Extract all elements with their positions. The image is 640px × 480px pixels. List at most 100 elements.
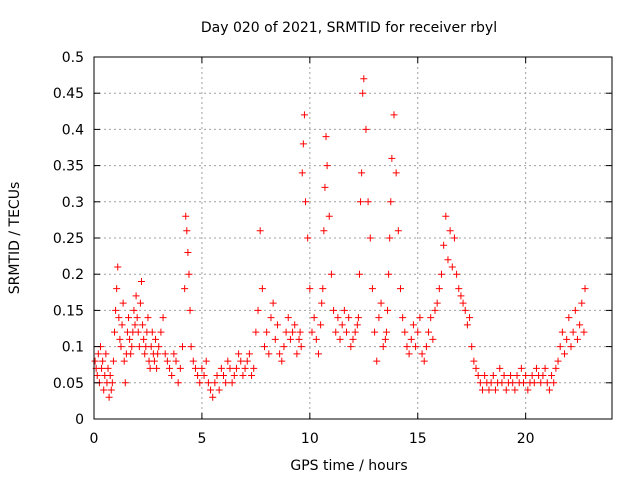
data-point bbox=[522, 372, 530, 380]
data-point bbox=[211, 379, 219, 387]
data-point bbox=[466, 314, 474, 322]
data-point bbox=[306, 285, 314, 293]
data-point bbox=[384, 306, 392, 314]
data-point bbox=[312, 335, 320, 343]
data-point bbox=[207, 386, 215, 394]
data-point bbox=[476, 379, 484, 387]
data-point bbox=[256, 227, 264, 235]
data-point bbox=[334, 314, 342, 322]
data-point bbox=[106, 372, 114, 380]
data-point bbox=[377, 299, 385, 307]
data-point bbox=[115, 314, 123, 322]
data-point bbox=[463, 321, 471, 329]
data-point bbox=[282, 328, 290, 336]
data-point bbox=[263, 328, 271, 336]
data-point bbox=[524, 386, 532, 394]
data-point bbox=[392, 169, 400, 177]
data-point bbox=[437, 270, 445, 278]
data-point bbox=[502, 386, 510, 394]
data-point bbox=[245, 350, 253, 358]
data-point bbox=[181, 285, 189, 293]
data-point bbox=[194, 372, 202, 380]
data-point bbox=[366, 234, 374, 242]
data-point bbox=[459, 299, 467, 307]
data-point bbox=[396, 285, 404, 293]
data-point bbox=[509, 379, 517, 387]
data-point bbox=[168, 372, 176, 380]
data-point bbox=[382, 328, 390, 336]
x-tick-labels: 0 5 10 15 20 bbox=[90, 431, 535, 447]
data-point bbox=[323, 162, 331, 170]
chart-title: Day 020 of 2021, SRMTID for receiver rby… bbox=[201, 20, 497, 36]
y-tick-label: 0.25 bbox=[53, 231, 84, 247]
data-point bbox=[226, 364, 234, 372]
data-point bbox=[141, 350, 149, 358]
data-point bbox=[330, 306, 338, 314]
y-tick-label: 0.15 bbox=[53, 303, 84, 319]
data-point bbox=[127, 350, 135, 358]
data-point bbox=[360, 75, 368, 83]
data-point bbox=[537, 379, 545, 387]
data-point bbox=[435, 285, 443, 293]
data-point bbox=[576, 321, 584, 329]
x-tick-label: 20 bbox=[517, 431, 535, 447]
data-point bbox=[250, 364, 258, 372]
data-point bbox=[102, 350, 110, 358]
data-point bbox=[189, 357, 197, 365]
data-point bbox=[166, 364, 174, 372]
data-point bbox=[371, 328, 379, 336]
data-point bbox=[202, 357, 210, 365]
data-point bbox=[343, 328, 351, 336]
data-point bbox=[322, 133, 330, 141]
y-tick-label: 0.5 bbox=[62, 50, 84, 66]
data-point bbox=[111, 328, 119, 336]
data-point bbox=[358, 169, 366, 177]
data-point bbox=[139, 321, 147, 329]
data-point bbox=[561, 350, 569, 358]
data-point bbox=[558, 328, 566, 336]
data-point bbox=[418, 350, 426, 358]
data-point bbox=[196, 379, 204, 387]
data-point bbox=[563, 335, 571, 343]
data-point bbox=[532, 364, 540, 372]
data-point bbox=[332, 328, 340, 336]
data-point bbox=[364, 198, 372, 206]
data-point bbox=[545, 386, 553, 394]
data-point bbox=[163, 357, 171, 365]
x-tick-label: 0 bbox=[90, 431, 99, 447]
data-points bbox=[91, 75, 589, 401]
y-tick-label: 0.05 bbox=[53, 376, 84, 392]
data-point bbox=[474, 372, 482, 380]
data-point bbox=[157, 328, 165, 336]
data-point bbox=[517, 364, 525, 372]
data-point bbox=[117, 343, 125, 351]
y-axis-title: SRMTID / TECUs bbox=[7, 182, 23, 295]
data-point bbox=[353, 321, 361, 329]
data-point bbox=[373, 357, 381, 365]
data-point bbox=[550, 379, 558, 387]
data-point bbox=[528, 372, 536, 380]
data-point bbox=[440, 241, 448, 249]
data-point bbox=[291, 321, 299, 329]
data-point bbox=[296, 328, 304, 336]
data-point bbox=[198, 364, 206, 372]
data-point bbox=[289, 328, 297, 336]
data-point bbox=[261, 343, 269, 351]
data-point bbox=[235, 350, 243, 358]
data-point bbox=[174, 379, 182, 387]
data-point bbox=[580, 328, 588, 336]
data-point bbox=[220, 372, 227, 380]
data-point bbox=[183, 227, 191, 235]
data-point bbox=[386, 234, 394, 242]
data-point bbox=[569, 328, 577, 336]
data-point bbox=[93, 372, 101, 380]
data-point bbox=[530, 379, 538, 387]
x-tick-label: 15 bbox=[409, 431, 427, 447]
data-point bbox=[539, 372, 547, 380]
data-point bbox=[170, 350, 178, 358]
data-point bbox=[148, 328, 156, 336]
data-point bbox=[299, 140, 307, 148]
data-point bbox=[278, 357, 286, 365]
data-point bbox=[453, 270, 461, 278]
